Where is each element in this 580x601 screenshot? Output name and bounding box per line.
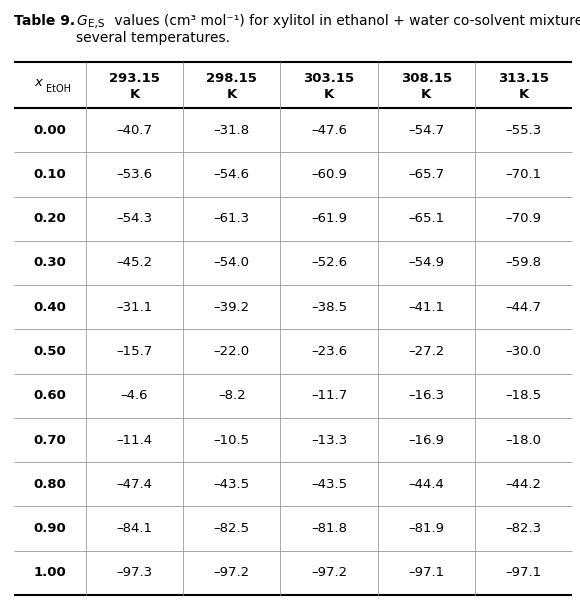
Text: –31.8: –31.8 — [214, 124, 250, 136]
Text: $\mathit{x}$: $\mathit{x}$ — [34, 76, 44, 90]
Text: 293.15: 293.15 — [109, 72, 160, 85]
Text: –81.8: –81.8 — [311, 522, 347, 535]
Text: K: K — [227, 88, 237, 100]
Text: –11.7: –11.7 — [311, 389, 347, 402]
Text: –82.5: –82.5 — [214, 522, 250, 535]
Text: –15.7: –15.7 — [117, 345, 153, 358]
Text: K: K — [129, 88, 140, 100]
Text: $\mathit{G}$: $\mathit{G}$ — [76, 14, 88, 28]
Text: –43.5: –43.5 — [311, 478, 347, 491]
Text: 313.15: 313.15 — [498, 72, 549, 85]
Text: –47.6: –47.6 — [311, 124, 347, 136]
Text: –47.4: –47.4 — [117, 478, 153, 491]
Text: E,S: E,S — [88, 19, 104, 29]
Text: several temperatures.: several temperatures. — [76, 31, 230, 45]
Text: –84.1: –84.1 — [117, 522, 153, 535]
Text: –97.2: –97.2 — [214, 566, 250, 579]
Text: –70.9: –70.9 — [505, 212, 541, 225]
Text: –54.7: –54.7 — [408, 124, 444, 136]
Text: –18.0: –18.0 — [505, 433, 541, 447]
Text: –97.1: –97.1 — [408, 566, 444, 579]
Text: –18.5: –18.5 — [505, 389, 542, 402]
Text: –97.2: –97.2 — [311, 566, 347, 579]
Text: –60.9: –60.9 — [311, 168, 347, 181]
Text: –23.6: –23.6 — [311, 345, 347, 358]
Text: –10.5: –10.5 — [214, 433, 250, 447]
Text: –38.5: –38.5 — [311, 300, 347, 314]
Text: –39.2: –39.2 — [214, 300, 250, 314]
Text: 0.50: 0.50 — [34, 345, 66, 358]
Text: –44.2: –44.2 — [505, 478, 541, 491]
Text: 0.70: 0.70 — [34, 433, 66, 447]
Text: 0.40: 0.40 — [34, 300, 67, 314]
Text: –11.4: –11.4 — [117, 433, 153, 447]
Text: 298.15: 298.15 — [206, 72, 258, 85]
Text: –52.6: –52.6 — [311, 257, 347, 269]
Text: –27.2: –27.2 — [408, 345, 444, 358]
Text: K: K — [519, 88, 528, 100]
Text: 303.15: 303.15 — [303, 72, 354, 85]
Text: –53.6: –53.6 — [117, 168, 153, 181]
Text: 0.80: 0.80 — [34, 478, 67, 491]
Text: 308.15: 308.15 — [401, 72, 452, 85]
Text: –59.8: –59.8 — [505, 257, 541, 269]
Text: –54.3: –54.3 — [117, 212, 153, 225]
Text: –54.6: –54.6 — [214, 168, 250, 181]
Text: –16.3: –16.3 — [408, 389, 444, 402]
Text: K: K — [324, 88, 334, 100]
Text: –61.9: –61.9 — [311, 212, 347, 225]
Text: 0.20: 0.20 — [34, 212, 66, 225]
Text: –8.2: –8.2 — [218, 389, 245, 402]
Text: K: K — [421, 88, 432, 100]
Text: –54.9: –54.9 — [408, 257, 444, 269]
Text: 0.60: 0.60 — [34, 389, 67, 402]
Text: 0.10: 0.10 — [34, 168, 66, 181]
Text: –44.7: –44.7 — [505, 300, 541, 314]
Text: –55.3: –55.3 — [505, 124, 542, 136]
Text: –65.1: –65.1 — [408, 212, 444, 225]
Text: Table 9.: Table 9. — [14, 14, 75, 28]
Text: –22.0: –22.0 — [214, 345, 250, 358]
Text: –31.1: –31.1 — [117, 300, 153, 314]
Text: –70.1: –70.1 — [505, 168, 542, 181]
Text: –82.3: –82.3 — [505, 522, 542, 535]
Text: 1.00: 1.00 — [34, 566, 66, 579]
Text: –43.5: –43.5 — [214, 478, 250, 491]
Text: –13.3: –13.3 — [311, 433, 347, 447]
Text: 0.30: 0.30 — [34, 257, 67, 269]
Text: –81.9: –81.9 — [408, 522, 444, 535]
Text: –4.6: –4.6 — [121, 389, 148, 402]
Text: –97.1: –97.1 — [505, 566, 542, 579]
Text: –40.7: –40.7 — [117, 124, 153, 136]
Text: –45.2: –45.2 — [117, 257, 153, 269]
Text: EtOH: EtOH — [46, 84, 71, 94]
Text: –97.3: –97.3 — [117, 566, 153, 579]
Text: –16.9: –16.9 — [408, 433, 444, 447]
Text: –65.7: –65.7 — [408, 168, 444, 181]
Text: –41.1: –41.1 — [408, 300, 444, 314]
Text: –44.4: –44.4 — [408, 478, 444, 491]
Text: –30.0: –30.0 — [505, 345, 541, 358]
Text: 0.90: 0.90 — [34, 522, 66, 535]
Text: values (cm³ mol⁻¹) for xylitol in ethanol + water co-solvent mixtures at: values (cm³ mol⁻¹) for xylitol in ethano… — [110, 14, 580, 28]
Text: –54.0: –54.0 — [214, 257, 250, 269]
Text: –61.3: –61.3 — [214, 212, 250, 225]
Text: 0.00: 0.00 — [34, 124, 67, 136]
